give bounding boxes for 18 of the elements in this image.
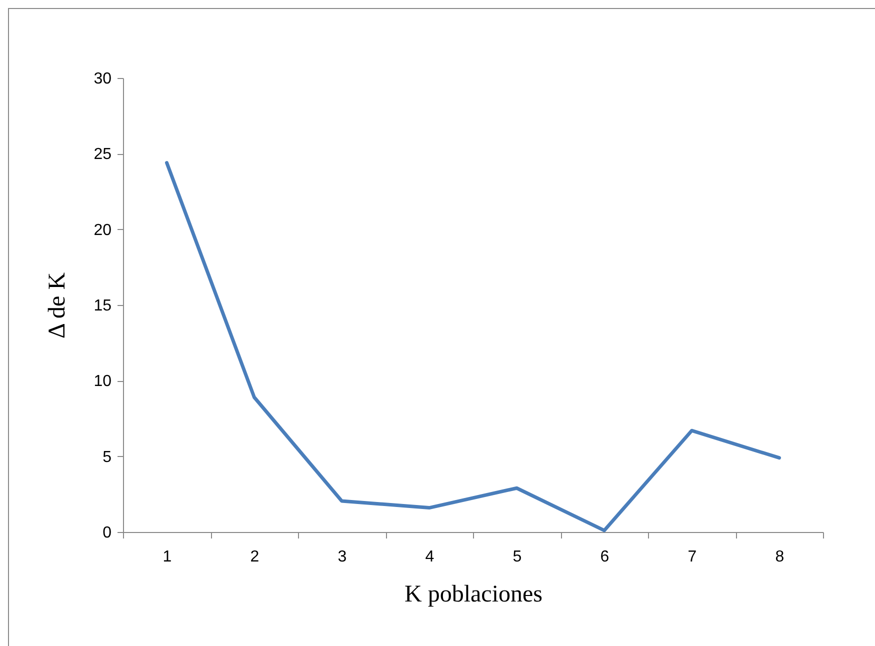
x-axis-title: K poblaciones	[404, 582, 542, 608]
x-tick-label: 8	[775, 548, 784, 566]
x-tick-label: 4	[425, 548, 434, 566]
y-tick-label: 30	[94, 70, 112, 88]
line-series	[165, 160, 781, 532]
x-tick-label: 1	[162, 548, 172, 566]
y-tick-label: 5	[102, 448, 112, 466]
y-tick-label: 0	[102, 524, 112, 542]
y-tick-label: 10	[94, 373, 112, 390]
y-tick-label: 15	[94, 298, 112, 314]
x-tick-label: 7	[688, 548, 697, 566]
y-tick-label: 25	[94, 146, 112, 164]
x-tick-label: 3	[338, 548, 347, 566]
x-tick-label: 5	[512, 548, 522, 566]
y-axis-title: Δ de K	[44, 272, 71, 339]
y-tick-label: 20	[94, 222, 112, 239]
x-tick-label: 2	[250, 548, 260, 566]
x-tick-label: 6	[600, 548, 610, 566]
